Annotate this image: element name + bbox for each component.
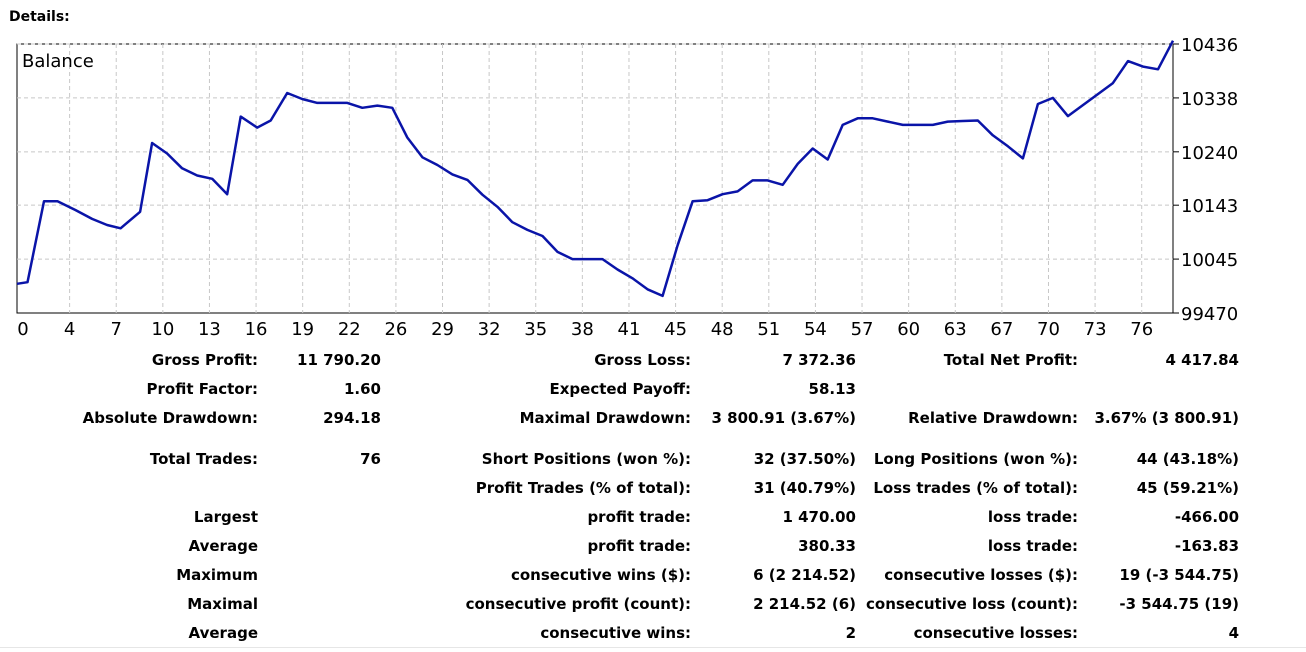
- expected-payoff-value: 58.13: [808, 380, 856, 398]
- total-trades-value: 76: [360, 450, 381, 468]
- max-consec-wins-value: 6 (2 214.52): [753, 566, 856, 584]
- bottom-divider: [0, 647, 1306, 648]
- x-tick-label: 26: [384, 319, 407, 340]
- maximum-label: Maximum: [176, 566, 258, 584]
- total-net-profit-label: Total Net Profit:: [943, 351, 1078, 369]
- chart-title: Balance: [22, 51, 94, 72]
- expected-payoff-label: Expected Payoff:: [549, 380, 691, 398]
- maximal-label: Maximal: [187, 595, 258, 613]
- x-tick-label: 73: [1084, 319, 1107, 340]
- average-loss-value: -163.83: [1174, 537, 1239, 555]
- gross-loss-label: Gross Loss:: [594, 351, 691, 369]
- x-tick-label: 51: [757, 319, 780, 340]
- y-tick-label: 99470: [1181, 304, 1238, 325]
- x-tick-label: 70: [1037, 319, 1060, 340]
- x-tick-label: 7: [110, 319, 121, 340]
- x-tick-label: 16: [245, 319, 268, 340]
- largest-label: Largest: [193, 508, 258, 526]
- max-consec-losses-label: consecutive losses ($):: [884, 566, 1078, 584]
- loss-trades-label: Loss trades (% of total):: [873, 479, 1078, 497]
- maximal-consec-profit-value: 2 214.52 (6): [753, 595, 856, 613]
- x-tick-label: 32: [478, 319, 501, 340]
- y-tick-label: 10338: [1181, 89, 1238, 110]
- total-net-profit-value: 4 417.84: [1165, 351, 1239, 369]
- long-positions-label: Long Positions (won %):: [873, 450, 1078, 468]
- y-tick-label: 10143: [1181, 196, 1238, 217]
- x-tick-label: 41: [618, 319, 641, 340]
- gross-profit-label: Gross Profit:: [151, 351, 258, 369]
- avg-consec-wins-label: consecutive wins:: [540, 624, 691, 642]
- maximal-consec-profit-label: consecutive profit (count):: [465, 595, 691, 613]
- balance-chart: 0 4 7 10 13 16 19 22 26 29 32 35 38 41 45 48 51 54 57 60 63 6…: [16, 35, 1238, 340]
- absolute-drawdown-value: 294.18: [323, 409, 381, 427]
- avg-consec-losses-label: consecutive losses:: [913, 624, 1078, 642]
- x-tick-label: 22: [338, 319, 361, 340]
- short-positions-value: 32 (37.50%): [753, 450, 856, 468]
- y-tick-label: 10045: [1181, 250, 1238, 271]
- x-tick-label: 35: [524, 319, 547, 340]
- avg-consec-losses-value: 4: [1228, 624, 1239, 642]
- x-tick-label: 29: [431, 319, 454, 340]
- x-tick-label: 54: [804, 319, 827, 340]
- relative-drawdown-value: 3.67% (3 800.91): [1094, 409, 1239, 427]
- x-tick-label: 19: [291, 319, 314, 340]
- long-positions-value: 44 (43.18%): [1136, 450, 1239, 468]
- largest-profit-label: profit trade:: [587, 508, 691, 526]
- x-tick-label: 76: [1130, 319, 1153, 340]
- y-tick-label: 10436: [1181, 35, 1238, 56]
- gross-loss-value: 7 372.36: [782, 351, 856, 369]
- y-tick-label: 10240: [1181, 143, 1238, 164]
- profit-factor-value: 1.60: [343, 380, 381, 398]
- x-tick-label: 63: [944, 319, 967, 340]
- x-tick-label: 57: [851, 319, 874, 340]
- maximal-drawdown-value: 3 800.91 (3.67%): [711, 409, 856, 427]
- section-title: Details:: [9, 9, 70, 25]
- x-tick-label: 4: [64, 319, 75, 340]
- short-positions-label: Short Positions (won %):: [481, 450, 691, 468]
- balance-line: [16, 40, 1175, 298]
- x-tick-label: 38: [571, 319, 594, 340]
- x-tick-label: 67: [990, 319, 1013, 340]
- average-profit-label: profit trade:: [587, 537, 691, 555]
- x-tick-label: 48: [711, 319, 734, 340]
- max-consec-losses-value: 19 (-3 544.75): [1119, 566, 1239, 584]
- largest-loss-value: -466.00: [1174, 508, 1239, 526]
- profit-trades-label: Profit Trades (% of total):: [475, 479, 691, 497]
- x-tick-label: 0: [17, 319, 28, 340]
- maximal-drawdown-label: Maximal Drawdown:: [519, 409, 691, 427]
- average-consec-label: Average: [188, 624, 258, 642]
- average-profit-value: 380.33: [798, 537, 856, 555]
- profit-factor-label: Profit Factor:: [146, 380, 258, 398]
- x-tick-label: 60: [897, 319, 920, 340]
- max-consec-wins-label: consecutive wins ($):: [510, 566, 691, 584]
- largest-profit-value: 1 470.00: [782, 508, 856, 526]
- maximal-consec-loss-label: consecutive loss (count):: [866, 595, 1078, 613]
- average-label: Average: [188, 537, 258, 555]
- absolute-drawdown-label: Absolute Drawdown:: [82, 409, 258, 427]
- largest-loss-label: loss trade:: [987, 508, 1078, 526]
- avg-consec-wins-value: 2: [845, 624, 856, 642]
- x-tick-label: 10: [151, 319, 174, 340]
- loss-trades-value: 45 (59.21%): [1136, 479, 1239, 497]
- maximal-consec-loss-value: -3 544.75 (19): [1119, 595, 1239, 613]
- x-tick-label: 13: [198, 319, 221, 340]
- profit-trades-value: 31 (40.79%): [753, 479, 856, 497]
- x-tick-label: 45: [664, 319, 687, 340]
- relative-drawdown-label: Relative Drawdown:: [908, 409, 1078, 427]
- total-trades-label: Total Trades:: [149, 450, 258, 468]
- average-loss-label: loss trade:: [987, 537, 1078, 555]
- gross-profit-value: 11 790.20: [297, 351, 381, 369]
